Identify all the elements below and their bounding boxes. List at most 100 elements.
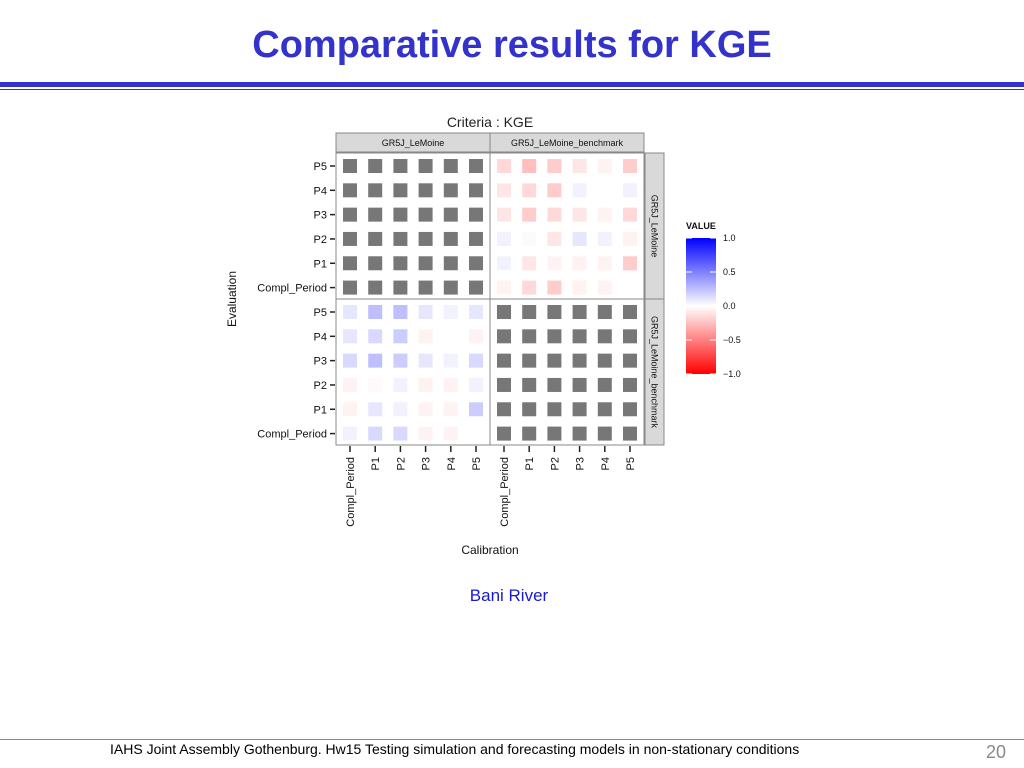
heatmap-cell: [343, 256, 357, 271]
facet-label-right: GR5J_LeMoine_benchmark: [650, 316, 660, 429]
heatmap-cell: [393, 231, 408, 246]
y-tick-label: P4: [314, 185, 327, 197]
heatmap-cell: [623, 353, 637, 368]
legend-title: VALUE: [686, 221, 716, 231]
heatmap-cell: [469, 183, 483, 198]
heatmap-cell: [343, 402, 357, 417]
heatmap-cell: [522, 353, 537, 368]
heatmap-cell: [522, 377, 537, 392]
heatmap-cell: [393, 207, 408, 222]
heatmap-cell: [497, 353, 511, 368]
y-tick-label: P4: [314, 331, 327, 343]
y-tick-label: P3: [314, 210, 327, 222]
heatmap-cell: [497, 159, 511, 173]
heatmap-cell: [368, 231, 383, 246]
heatmap-cell: [343, 377, 357, 392]
legend-tick-label: −0.5: [723, 335, 741, 345]
heatmap-cell: [497, 402, 511, 417]
heatmap-cell: [393, 353, 408, 368]
heatmap-cell: [497, 207, 511, 222]
title-rule-thick: [0, 82, 1024, 87]
heatmap-cell: [522, 280, 537, 295]
heatmap-cell: [597, 159, 612, 173]
y-tick-label: P3: [314, 356, 327, 368]
heatmap-cell: [597, 353, 612, 368]
slide-title: Comparative results for KGE: [252, 24, 772, 66]
heatmap-cell: [623, 183, 637, 198]
chart-caption: Bani River: [469, 586, 549, 605]
heatmap-cell: [497, 256, 511, 271]
heatmap-cell: [623, 305, 637, 319]
heatmap-cell: [522, 256, 537, 271]
heatmap-cell: [547, 426, 562, 441]
heatmap-cell: [522, 329, 537, 344]
heatmap-cell: [597, 256, 612, 271]
kge-heatmap-chart: Criteria : KGE GR5J_LeMoine GR5J_LeMoine_…: [225, 114, 741, 557]
heatmap-cell: [418, 280, 433, 295]
heatmap-cell: [443, 183, 458, 198]
heatmap-cell: [522, 402, 537, 417]
x-tick-label: P4: [446, 457, 458, 470]
heatmap-cell: [393, 305, 408, 319]
heatmap-cell: [343, 426, 357, 441]
heatmap-cell: [393, 377, 408, 392]
heatmap-cell: [343, 329, 357, 344]
y-tick-label: P2: [314, 234, 327, 246]
heatmap-cell: [522, 426, 537, 441]
legend-tick-label: 0.5: [723, 267, 736, 277]
heatmap-cell: [343, 207, 357, 222]
heatmap-cell: [572, 305, 587, 319]
heatmap-cell: [497, 329, 511, 344]
heatmap-cell: [522, 183, 537, 198]
heatmap-cell: [547, 402, 562, 417]
heatmap-cell: [623, 231, 637, 246]
heatmap-cell: [623, 256, 637, 271]
x-tick-label: Compl_Period: [345, 457, 357, 527]
heatmap-cell: [522, 159, 537, 173]
heatmap-cell: [469, 280, 483, 295]
heatmap-cell: [393, 329, 408, 344]
heatmap-cell: [547, 207, 562, 222]
heatmap-cell: [547, 183, 562, 198]
heatmap-cell: [522, 207, 537, 222]
legend-tick-label: −1.0: [723, 369, 741, 379]
heatmap-cell: [418, 426, 433, 441]
x-tick-label: P5: [471, 457, 483, 470]
y-axis-title: Evaluation: [225, 271, 239, 327]
heatmap-cell: [497, 426, 511, 441]
heatmap-cell: [443, 256, 458, 271]
heatmap-panel: [335, 298, 491, 446]
y-tick-label: P1: [314, 258, 327, 270]
heatmap-cell: [418, 402, 433, 417]
heatmap-cell: [597, 377, 612, 392]
heatmap-cell: [343, 280, 357, 295]
heatmap-cell: [597, 426, 612, 441]
heatmap-cell: [443, 377, 458, 392]
x-axis-title: Calibration: [461, 543, 518, 557]
heatmap-cell: [418, 377, 433, 392]
heatmap-cell: [597, 329, 612, 344]
heatmap-cell: [418, 159, 433, 173]
heatmap-cell: [443, 353, 458, 368]
heatmap-cell: [547, 329, 562, 344]
heatmap-cell: [418, 231, 433, 246]
facet-strip-right: [644, 298, 665, 446]
heatmap-cell: [393, 256, 408, 271]
x-tick-label: P3: [421, 457, 433, 470]
y-tick-label: Compl_Period: [257, 283, 327, 295]
heatmap-cell: [418, 353, 433, 368]
heatmap-cell: [572, 402, 587, 417]
heatmap-cell: [572, 159, 587, 173]
heatmap-cell: [572, 329, 587, 344]
facet-strip-top: [489, 132, 645, 153]
x-tick-label: P1: [524, 457, 536, 470]
facet-label-right: GR5J_LeMoine: [650, 195, 660, 258]
heatmap-cell: [368, 159, 383, 173]
x-tick-label: P5: [625, 457, 637, 470]
heatmap-cell: [547, 280, 562, 295]
heatmap-cell: [469, 305, 483, 319]
x-tick-label: P2: [549, 457, 561, 470]
heatmap-cell: [572, 426, 587, 441]
heatmap-cell: [497, 231, 511, 246]
heatmap-cell: [443, 207, 458, 222]
